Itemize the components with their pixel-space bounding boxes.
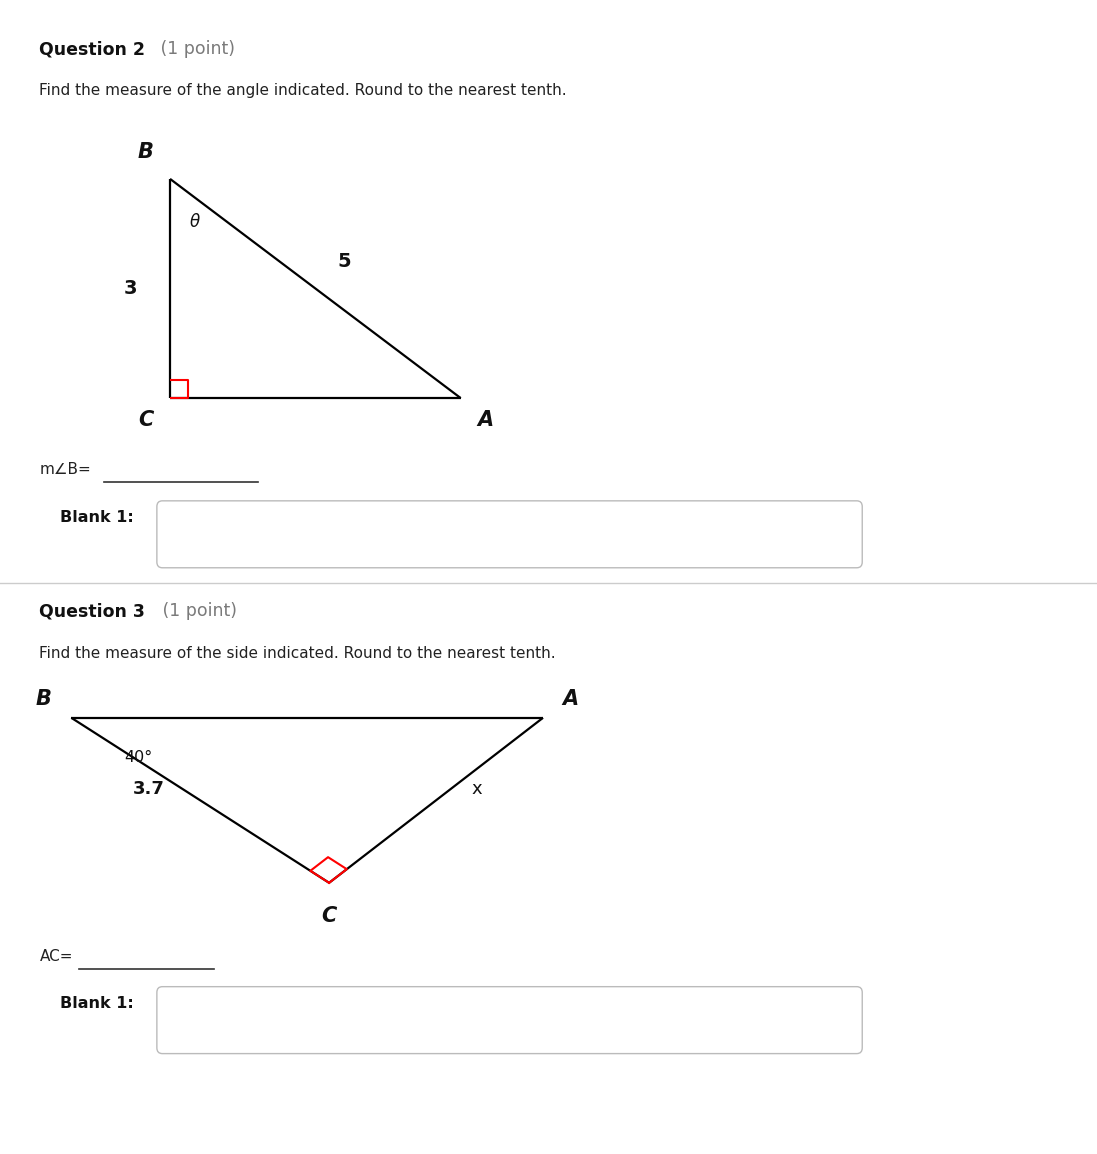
Text: (1 point): (1 point) [155, 40, 235, 59]
Text: m∠B=: m∠B= [39, 462, 91, 477]
Text: 3.7: 3.7 [133, 780, 165, 797]
Text: 5: 5 [338, 253, 351, 271]
Text: Question 2: Question 2 [39, 40, 146, 59]
Text: Find the measure of the side indicated. Round to the nearest tenth.: Find the measure of the side indicated. … [39, 646, 556, 661]
Text: A: A [477, 410, 494, 429]
Text: B: B [36, 689, 52, 709]
Text: B: B [138, 142, 154, 162]
Text: (1 point): (1 point) [157, 602, 237, 621]
Text: Blank 1:: Blank 1: [60, 510, 134, 525]
Text: Find the measure of the angle indicated. Round to the nearest tenth.: Find the measure of the angle indicated.… [39, 83, 567, 98]
Text: 40°: 40° [124, 750, 152, 765]
Text: C: C [138, 410, 154, 429]
Text: 3: 3 [124, 279, 137, 298]
Text: Blank 1:: Blank 1: [60, 996, 134, 1011]
FancyBboxPatch shape [157, 987, 862, 1054]
Text: C: C [321, 906, 337, 926]
Text: Question 3: Question 3 [39, 602, 146, 621]
FancyBboxPatch shape [157, 501, 862, 568]
Text: AC=: AC= [39, 949, 73, 964]
Text: A: A [563, 689, 579, 709]
Text: θ: θ [190, 213, 200, 232]
Text: x: x [472, 780, 482, 797]
